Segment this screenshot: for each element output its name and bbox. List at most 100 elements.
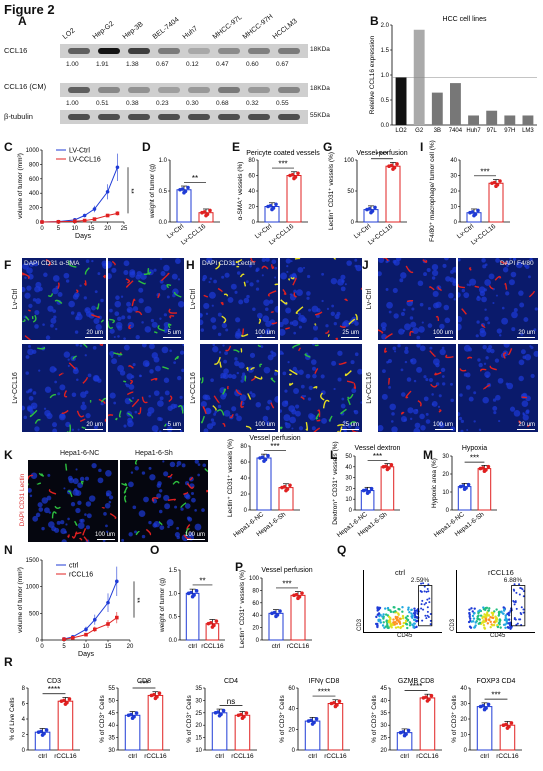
nucleus <box>305 373 311 379</box>
nucleus <box>126 306 133 314</box>
nucleus <box>123 344 130 351</box>
nucleus <box>312 373 317 379</box>
flow-event <box>408 621 412 624</box>
blot-strip <box>60 110 308 124</box>
stain-signal <box>145 528 152 536</box>
scale-bar-label: 100 um <box>432 422 453 428</box>
nucleus <box>483 288 487 292</box>
nucleus <box>111 267 117 273</box>
nucleus <box>386 301 393 309</box>
y-tick-label: 1000 <box>26 148 40 154</box>
data-point <box>40 220 44 224</box>
nucleus <box>86 513 92 519</box>
stain-signal <box>242 328 245 335</box>
data-point <box>134 711 139 715</box>
j-ccl16-overview: 100 um <box>378 344 456 432</box>
stain-signal <box>168 395 173 403</box>
nucleus <box>132 363 136 367</box>
stain-signal <box>58 372 64 377</box>
nucleus <box>75 344 79 347</box>
nucleus <box>60 528 67 535</box>
data-point <box>40 733 45 737</box>
nucleus <box>307 274 311 279</box>
x-tick-label: 3B <box>434 128 441 134</box>
nucleus <box>179 395 183 399</box>
flow-plot-ctrl: ctrl 2.59% CD45 CD3 <box>357 568 442 639</box>
stain-signal <box>203 294 209 298</box>
stain-signal <box>271 321 278 325</box>
stain-signal <box>167 323 172 329</box>
nucleus <box>265 420 270 425</box>
stain-signal <box>261 265 269 270</box>
data-point <box>268 203 273 208</box>
stain-signal <box>329 415 333 423</box>
scale-bar-label: 5 um <box>167 422 181 428</box>
stain-signal <box>189 476 194 481</box>
nucleus <box>108 261 113 268</box>
nucleus <box>138 287 144 293</box>
nucleus <box>105 524 108 528</box>
bar <box>327 703 344 751</box>
nucleus <box>330 277 338 285</box>
nucleus <box>38 507 44 512</box>
bar <box>504 115 516 125</box>
data-point <box>214 619 219 623</box>
nucleus <box>117 335 120 338</box>
nucleus <box>522 412 525 415</box>
y-tick-label: 55 <box>108 686 115 692</box>
nucleus <box>425 419 431 424</box>
y-tick-label: 80 <box>248 158 255 164</box>
stain-signal <box>344 298 348 302</box>
stain-signal <box>339 325 347 328</box>
nucleus <box>263 366 271 374</box>
nucleus <box>393 313 399 319</box>
nucleus <box>478 286 486 293</box>
blot-band <box>188 48 210 54</box>
flow-event <box>407 606 410 609</box>
blot-strip <box>60 83 308 97</box>
gate <box>511 585 526 627</box>
nucleus <box>29 494 33 498</box>
stain-signal <box>353 383 357 390</box>
stain-signal <box>225 345 232 352</box>
y-axis-label: Hypoxic area (%) <box>431 458 438 508</box>
nucleus <box>439 422 445 428</box>
data-point <box>73 219 77 224</box>
stain-signal <box>243 281 247 287</box>
nucleus <box>344 283 347 286</box>
nucleus <box>416 366 423 373</box>
nucleus <box>426 268 431 273</box>
chart-title: Pericyte coated vessels <box>246 150 320 157</box>
nucleus <box>123 270 129 276</box>
nucleus <box>289 294 296 301</box>
nucleus <box>420 425 426 431</box>
band-quant-value: 0.68 <box>216 100 229 107</box>
stain-signal <box>214 356 221 365</box>
flow-event <box>474 621 477 624</box>
stain-signal <box>267 290 277 297</box>
stain-signal <box>216 409 225 416</box>
significance-label: **** <box>410 682 422 691</box>
nucleus <box>425 378 429 382</box>
y-tick-label: 100 <box>249 576 260 582</box>
nucleus <box>475 334 479 338</box>
nucleus <box>109 328 115 334</box>
nucleus <box>88 312 95 319</box>
nucleus <box>82 401 85 405</box>
nucleus <box>52 428 58 432</box>
flow-event <box>392 606 395 609</box>
nucleus <box>159 317 162 320</box>
y-tick-label: 1.0 <box>381 73 390 79</box>
nucleus <box>286 270 289 274</box>
nucleus <box>144 362 150 367</box>
y-axis-label: Dextron⁺ CD31⁺ vessels (%) <box>332 441 339 524</box>
nucleus <box>26 267 33 274</box>
x-tick-label: 97L <box>487 128 498 134</box>
nucleus <box>291 319 299 327</box>
data-point <box>84 627 88 632</box>
nucleus <box>321 272 325 276</box>
nucleus <box>431 393 434 396</box>
nucleus <box>255 401 262 408</box>
stain-signal <box>222 388 226 395</box>
